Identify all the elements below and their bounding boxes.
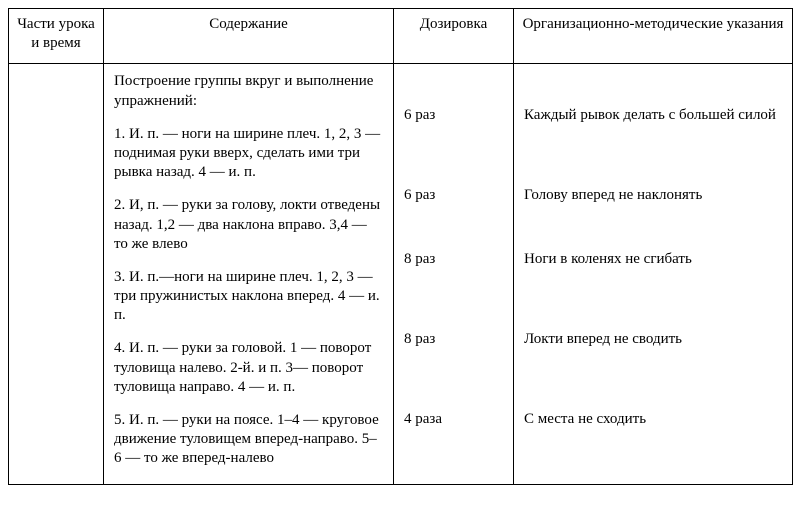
content-exercise: 5. И. п. — руки на поясе. 1–4 — круговое… [114, 411, 383, 469]
content-exercise: 4. И. п. — руки за головой. 1 — поворот … [114, 339, 383, 397]
lesson-plan-table: Части урока и время Содержание Дозировка… [8, 8, 793, 485]
dose-value: 8 раз [404, 330, 435, 349]
cell-content: Построение группы вкруг и выполнение упр… [104, 64, 394, 485]
note-text: Каждый рывок делать с большей силой [524, 107, 776, 123]
dose-value: 4 раза [404, 410, 442, 429]
col-header-notes: Организационно-методические указания [514, 9, 793, 64]
dose-value: 6 раз [404, 186, 435, 205]
col-header-content: Содержание [104, 9, 394, 64]
table-header-row: Части урока и время Содержание Дозировка… [9, 9, 793, 64]
note-text: Ноги в коленях не сгибать [524, 251, 692, 267]
cell-parts [9, 64, 104, 485]
table-row: Построение группы вкруг и выполнение упр… [9, 64, 793, 485]
note-text: Локти вперед не сводить [524, 331, 682, 347]
cell-notes: Каждый рывок делать с большей силой Голо… [514, 64, 793, 485]
content-intro: Построение группы вкруг и выполнение упр… [114, 72, 383, 110]
col-header-dose: Дозировка [394, 9, 514, 64]
content-exercise: 3. И. п.—ноги на ширине плеч. 1, 2, 3 — … [114, 268, 383, 326]
dose-value: 8 раз [404, 250, 435, 269]
note-text: Голову вперед не наклонять [524, 187, 702, 203]
content-exercise: 1. И. п. — ноги на ширине плеч. 1, 2, 3 … [114, 125, 383, 183]
content-exercise: 2. И, п. — руки за голову, локти отведен… [114, 196, 383, 254]
dose-value: 6 раз [404, 106, 435, 125]
cell-dose: 6 раз 6 раз 8 раз 8 раз 4 раза [394, 64, 514, 485]
col-header-parts: Части урока и время [9, 9, 104, 64]
note-text: С места не сходить [524, 411, 646, 427]
